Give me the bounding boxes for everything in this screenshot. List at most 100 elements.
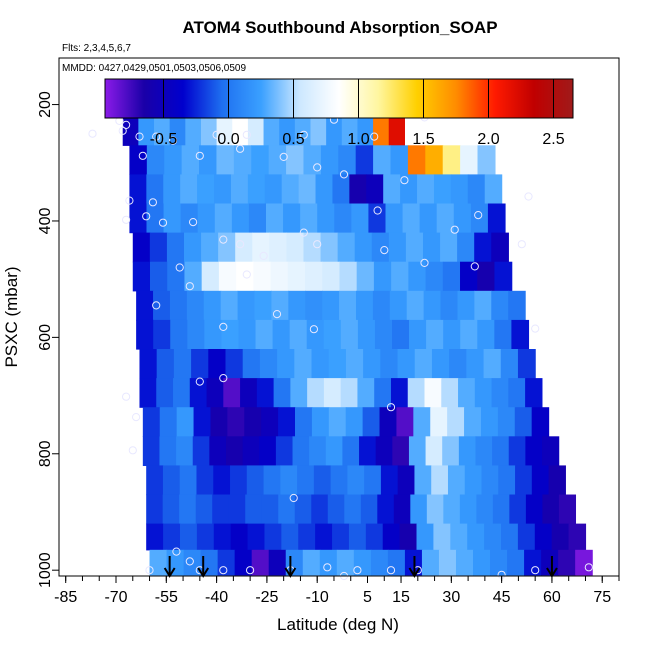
heatmap-cell xyxy=(464,407,482,437)
data-point-marker xyxy=(185,282,194,291)
heatmap-cell xyxy=(319,549,338,576)
heatmap-cell xyxy=(531,465,550,496)
heatmap-cell xyxy=(349,174,367,205)
x-tick-label: 15 xyxy=(392,589,410,606)
heatmap-cell xyxy=(442,436,460,467)
heatmap-cell xyxy=(340,378,359,408)
heatmap-cell xyxy=(197,203,216,234)
data-point-marker xyxy=(152,301,161,310)
heatmap-cell xyxy=(449,349,467,379)
data-point-marker xyxy=(450,225,459,234)
heatmap-cell xyxy=(223,378,241,408)
heatmap-cell xyxy=(278,407,296,437)
heatmap-cell xyxy=(383,174,401,205)
heatmap-cell xyxy=(390,145,409,175)
x-tick-label: 5 xyxy=(363,589,372,606)
heatmap-cell xyxy=(450,174,469,205)
heatmap-cell xyxy=(218,261,237,292)
heatmap-cell xyxy=(297,465,315,496)
heatmap-cell xyxy=(371,232,390,263)
x-axis: -85 -70 -55 -40 -25 -10 5 15 30 45 60 75 xyxy=(54,576,620,606)
heatmap-cell xyxy=(234,549,253,576)
x-tick-label: -40 xyxy=(205,589,228,606)
heatmap-cell xyxy=(474,232,492,263)
x-tick-label: 45 xyxy=(493,589,511,606)
heatmap-cell xyxy=(507,549,525,576)
heatmap-cell xyxy=(327,494,345,525)
heatmap-cell xyxy=(139,378,157,408)
heatmap-cell xyxy=(208,349,227,379)
data-point-marker xyxy=(279,152,288,161)
heatmap-cell xyxy=(364,465,382,496)
measurement-points xyxy=(88,106,593,581)
heatmap-cell xyxy=(467,523,485,551)
heatmap-cell xyxy=(264,174,283,205)
heatmap-cell xyxy=(480,407,499,437)
heatmap-cell xyxy=(339,261,358,292)
heatmap-cell xyxy=(204,319,223,350)
colorbar-tick-label: 0.5 xyxy=(282,131,304,148)
heatmap-cell xyxy=(425,261,444,292)
heatmap-cell xyxy=(491,290,509,321)
data-point-marker xyxy=(195,377,204,386)
heatmap-cell xyxy=(191,349,209,379)
heatmap-cell xyxy=(254,290,273,321)
data-point-marker xyxy=(175,263,184,272)
heatmap-cell xyxy=(534,523,553,551)
heatmap-cell xyxy=(235,232,253,263)
heatmap-cell xyxy=(142,436,161,467)
heatmap-cell xyxy=(242,349,261,379)
heatmap-cell xyxy=(261,494,279,525)
heatmap-cell xyxy=(457,232,475,263)
heatmap-cell xyxy=(379,407,398,437)
heatmap-cell xyxy=(414,349,433,379)
heatmap-cell xyxy=(273,378,291,408)
heatmap-cell xyxy=(405,232,424,263)
heatmap-cell xyxy=(179,494,197,525)
heatmap-cell xyxy=(159,436,177,467)
heatmap-cell xyxy=(325,436,344,467)
heatmap-cell xyxy=(173,349,192,379)
heatmap-cell xyxy=(372,290,391,321)
heatmap-cell xyxy=(447,465,466,496)
data-point-marker xyxy=(299,130,308,139)
heatmap-cell xyxy=(425,145,444,175)
heatmap-cell xyxy=(217,549,236,576)
profile-arrow-head xyxy=(163,567,176,578)
heatmap-cell xyxy=(225,349,244,379)
heatmap-cell xyxy=(525,494,543,525)
y-tick-label: 200 xyxy=(37,91,54,118)
data-point-marker xyxy=(168,136,178,145)
heatmap-cell xyxy=(345,407,364,437)
heatmap-cell xyxy=(443,319,461,350)
heatmap-cell xyxy=(419,203,438,234)
heatmap-cell xyxy=(162,465,181,496)
heatmap-cell xyxy=(517,523,536,551)
heatmap-cell xyxy=(192,436,210,467)
data-point-marker xyxy=(584,563,593,572)
heatmap-cell xyxy=(531,407,550,437)
heatmap-cell xyxy=(233,145,252,175)
heatmap-cell xyxy=(306,319,325,350)
heatmap-cell xyxy=(181,145,200,175)
heatmap-cell xyxy=(323,378,342,408)
heatmap-cell xyxy=(492,436,510,467)
heatmap-cell xyxy=(541,549,559,576)
data-point-marker xyxy=(309,325,318,334)
heatmap-cell xyxy=(442,145,461,175)
heatmap-cell xyxy=(236,261,254,292)
data-point-marker xyxy=(125,196,134,205)
heatmap-cell xyxy=(514,407,533,437)
heatmap-cell xyxy=(201,232,219,263)
heatmap-cell xyxy=(339,290,357,321)
heatmap-cell xyxy=(166,232,185,263)
heatmap-cell xyxy=(189,378,208,408)
x-tick-label: -55 xyxy=(155,589,178,606)
heatmap-cell xyxy=(298,174,317,205)
heatmap-cell xyxy=(200,113,218,146)
heatmap-cell xyxy=(164,145,183,175)
profile-arrows xyxy=(163,556,558,578)
heatmap-cell xyxy=(431,465,449,496)
heatmap-cell xyxy=(246,465,265,496)
data-point-marker xyxy=(189,218,198,227)
